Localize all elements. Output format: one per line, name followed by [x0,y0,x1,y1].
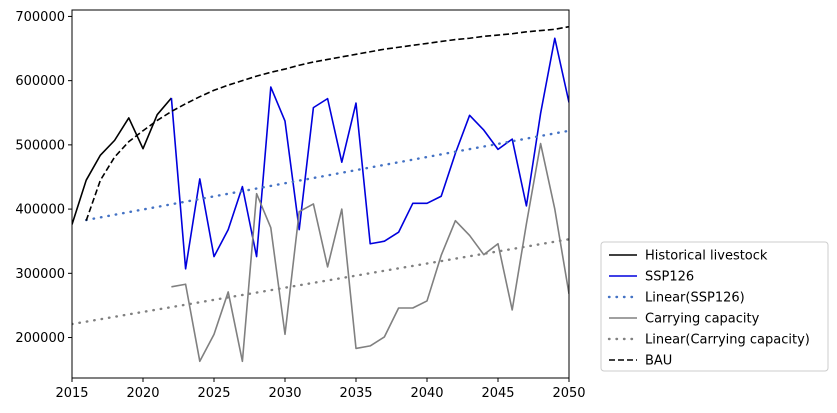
x-tick-label: 2035 [339,386,372,401]
x-axis: 2015 2020 2025 2030 2035 2040 2045 2050 [55,378,586,401]
x-tick-label: 2025 [197,386,230,401]
legend-label: Historical livestock [645,249,768,264]
y-axis: 200000 300000 400000 500000 600000 700000 [15,10,72,346]
plot-area [71,9,570,379]
legend-label: Linear(SSP126) [645,291,745,306]
x-tick-label: 2050 [552,386,585,401]
series-line-linear-carrying-capacity [72,238,569,326]
plot-frame [71,9,570,379]
legend-label: BAU [645,354,672,369]
y-tick-label: 200000 [15,331,65,346]
x-tick-label: 2030 [268,386,301,401]
x-tick-label: 2015 [55,386,88,401]
y-tick-label: 400000 [15,203,65,218]
x-tick-label: 2020 [126,386,159,401]
series-line-ssp126 [170,37,569,270]
legend-label: Carrying capacity [645,312,760,327]
x-tick-label: 2045 [481,386,514,401]
y-tick-label: 600000 [15,74,65,89]
y-tick-label: 700000 [15,10,65,25]
series-line-carrying-capacity [171,142,569,363]
x-tick-label: 2040 [410,386,443,401]
y-tick-label: 300000 [15,267,65,282]
series-line-linear-ssp126 [84,129,569,222]
legend-frame [600,241,829,372]
y-tick-label: 500000 [15,138,65,153]
legend: Historical livestock SSP126 Linear(SSP126)… [600,241,829,372]
series-line-historical-livestock [72,97,173,225]
legend-label: Linear(Carrying capacity) [645,333,810,348]
legend-label: SSP126 [645,270,694,285]
series-line-bau [85,25,569,221]
